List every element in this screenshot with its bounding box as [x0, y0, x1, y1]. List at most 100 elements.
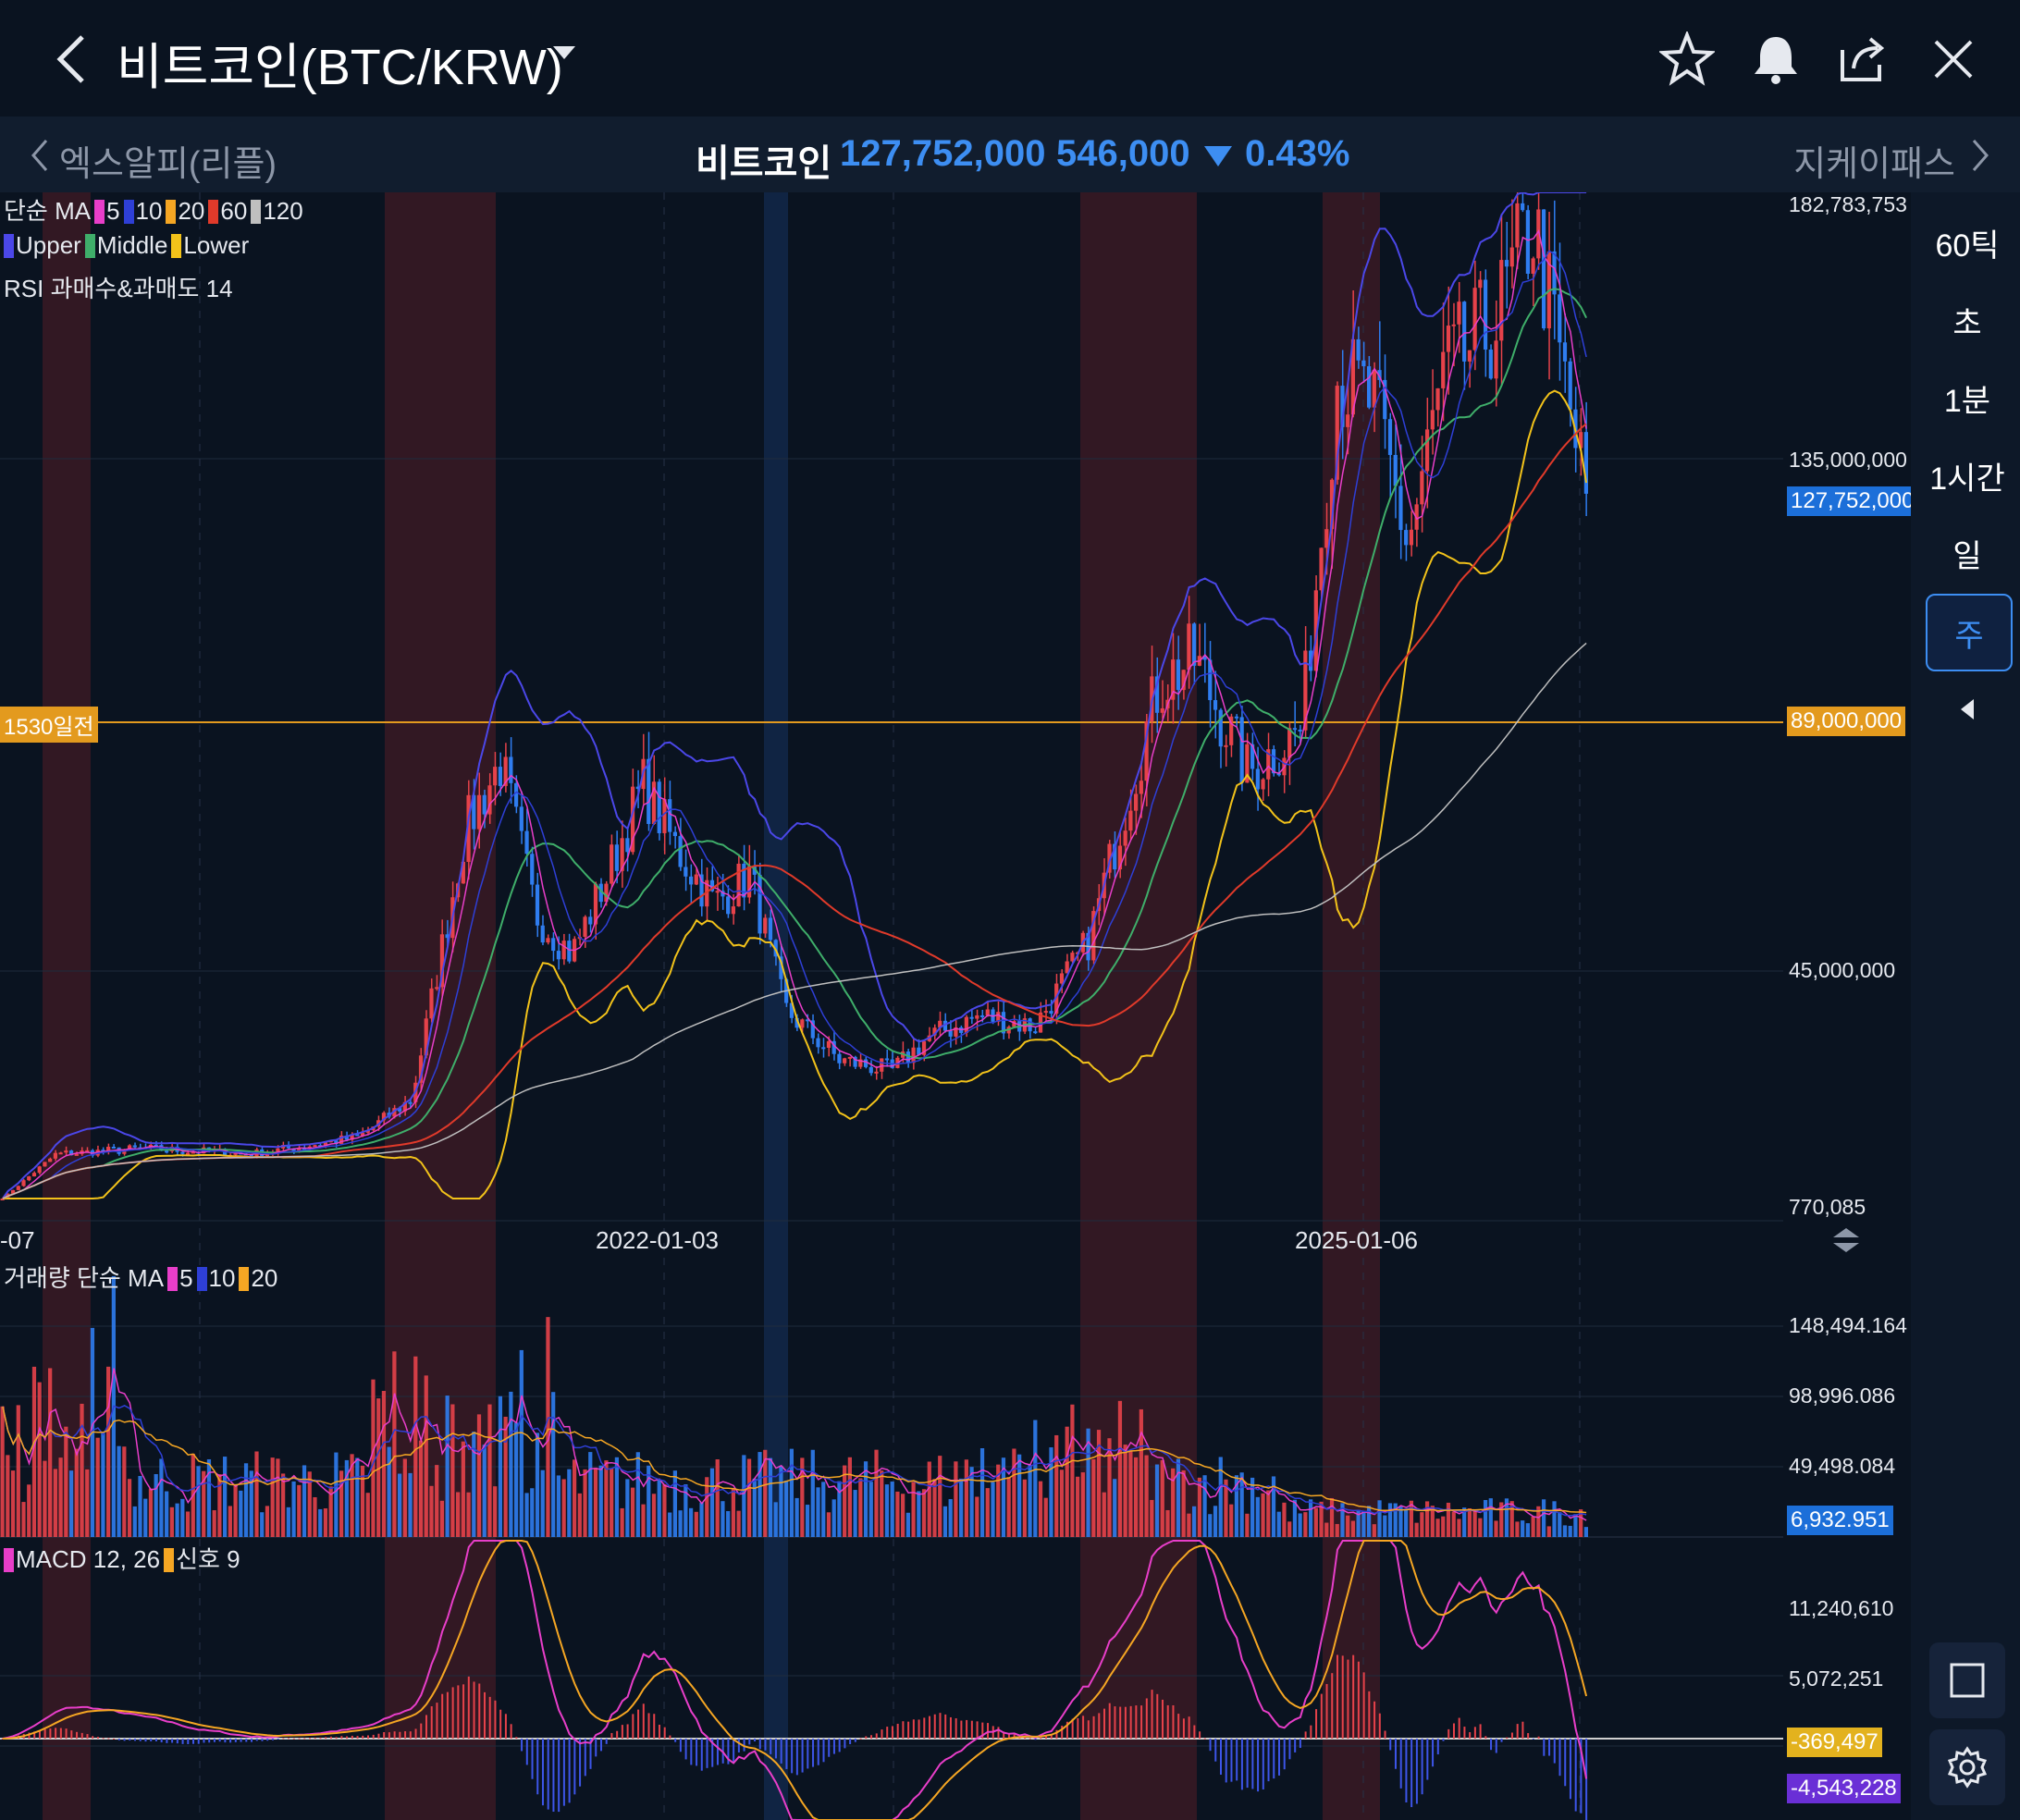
chevron-down-icon[interactable]: [553, 46, 575, 59]
candle-body: [699, 874, 704, 907]
candle-body: [1144, 720, 1149, 781]
macd-hist-bar: [166, 1739, 168, 1743]
page-title[interactable]: 비트코인(BTC/KRW): [117, 40, 563, 95]
macd-hist-bar: [1458, 1717, 1460, 1739]
candle-body: [1383, 379, 1387, 420]
candle-body: [350, 1134, 354, 1140]
price-chart[interactable]: [0, 192, 1911, 1820]
macd-hist-bar: [870, 1735, 873, 1739]
macd-hist-bar: [478, 1683, 481, 1739]
candle-body: [122, 1150, 127, 1154]
volume-bar: [323, 1508, 328, 1537]
volume-bar: [1308, 1499, 1313, 1537]
macd-hist-bar: [208, 1739, 211, 1743]
macd-hist-bar: [1061, 1726, 1064, 1739]
volume-bar: [1134, 1457, 1139, 1537]
back-button[interactable]: [33, 22, 107, 96]
chevron-left-icon[interactable]: [28, 137, 52, 174]
macd-legend[interactable]: MACD 12, 26 신호 9: [4, 1541, 240, 1575]
timeframe-1min[interactable]: 1분: [1943, 383, 1991, 419]
ma-legend[interactable]: 단순 MA 5 10 20 60 120: [4, 192, 303, 227]
macd-hist-bar: [558, 1739, 560, 1813]
macd-hist-bar: [1436, 1739, 1439, 1755]
volume-bar: [837, 1481, 842, 1537]
timeframe-day[interactable]: 일: [1952, 538, 1982, 574]
rsi-legend[interactable]: RSI 과매수&과매도 14: [4, 275, 233, 302]
macd-hist-bar: [404, 1731, 407, 1739]
candle-body: [1494, 340, 1498, 379]
volume-bar: [1086, 1428, 1090, 1537]
resize-handle-icon[interactable]: [1831, 1226, 1861, 1254]
candle-body: [826, 1040, 831, 1048]
bollinger-legend[interactable]: Upper Middle Lower: [4, 231, 249, 260]
macd-hist-bar: [1490, 1739, 1493, 1751]
candle-body: [355, 1134, 360, 1137]
macd-hist-bar: [525, 1739, 528, 1765]
favorite-button[interactable]: [1650, 22, 1724, 96]
macd-hist-bar: [1288, 1739, 1291, 1760]
square-icon: [1950, 1663, 1985, 1698]
timeframe-1hour[interactable]: 1시간: [1929, 461, 2005, 497]
volume-bar: [1536, 1506, 1541, 1537]
volume-bar: [1282, 1502, 1287, 1537]
volume-bar: [1033, 1420, 1038, 1537]
macd-hist-bar: [764, 1739, 767, 1751]
timeframe-week[interactable]: 주: [1926, 594, 2013, 671]
fullscreen-button[interactable]: [1929, 1642, 2005, 1718]
candle-body: [604, 883, 609, 903]
settings-button[interactable]: [1929, 1729, 2005, 1805]
volume-bar: [37, 1382, 42, 1537]
volume-bar: [1276, 1511, 1281, 1537]
macd-hist-bar: [621, 1725, 623, 1739]
volume-bar: [143, 1498, 148, 1537]
close-button[interactable]: [1916, 22, 1990, 96]
prev-coin-link[interactable]: 엑스알피(리플): [59, 145, 277, 184]
alert-button[interactable]: [1739, 22, 1813, 96]
macd-hist-bar: [1182, 1718, 1185, 1739]
volume-bar: [593, 1468, 598, 1537]
volume-bar: [752, 1478, 757, 1537]
macd-hist-bar: [1114, 1706, 1116, 1739]
volume-bar: [921, 1489, 927, 1537]
candle-body: [942, 1020, 948, 1031]
volume-bar: [763, 1449, 768, 1537]
candle-body: [546, 938, 550, 943]
macd-hist-bar: [96, 1737, 99, 1739]
candle-body: [1446, 326, 1451, 352]
macd-hist-bar: [86, 1734, 89, 1739]
bollinger-middle-line: [2, 288, 1587, 1199]
macd-hist-bar: [197, 1739, 200, 1744]
ma120-label: 120: [263, 197, 303, 225]
volume-bar: [826, 1512, 831, 1537]
next-coin-link[interactable]: 지케이패스: [1793, 145, 1955, 184]
candle-body: [938, 1020, 942, 1028]
macd-hist-bar: [430, 1706, 433, 1739]
hline-label-tag[interactable]: 1530일전: [0, 707, 98, 743]
macd-hist-bar: [1421, 1739, 1423, 1795]
collapse-panel-icon[interactable]: [1955, 695, 1979, 723]
timeframe-60tick[interactable]: 60틱: [1935, 228, 2000, 264]
candle-body: [705, 879, 709, 907]
macd-hist-bar: [679, 1739, 682, 1752]
chevron-right-icon[interactable]: [1968, 137, 1992, 174]
macd-hist-bar: [1166, 1704, 1169, 1739]
macd-hist-bar: [1543, 1739, 1546, 1756]
x-label-2022: 2022-01-03: [596, 1226, 719, 1254]
volume-legend[interactable]: 거래량 단순 MA 5 10 20: [4, 1260, 277, 1294]
macd-hist-bar: [1050, 1735, 1053, 1739]
volume-bar: [969, 1467, 974, 1537]
candle-body: [1123, 830, 1127, 846]
macd-hist-bar: [76, 1731, 79, 1739]
volume-bar: [344, 1459, 349, 1537]
candle-body: [402, 1101, 407, 1112]
macd-hist-bar: [43, 1728, 46, 1739]
volume-bar: [736, 1510, 741, 1537]
volume-bar: [1298, 1513, 1302, 1537]
timeframe-second[interactable]: 초: [1952, 305, 1982, 341]
share-button[interactable]: [1826, 22, 1900, 96]
volume-bar: [731, 1488, 736, 1537]
volume-bar: [1001, 1457, 1006, 1537]
share-icon: [1841, 37, 1885, 81]
candle-body: [344, 1135, 349, 1140]
macd-hist-bar: [372, 1734, 375, 1739]
